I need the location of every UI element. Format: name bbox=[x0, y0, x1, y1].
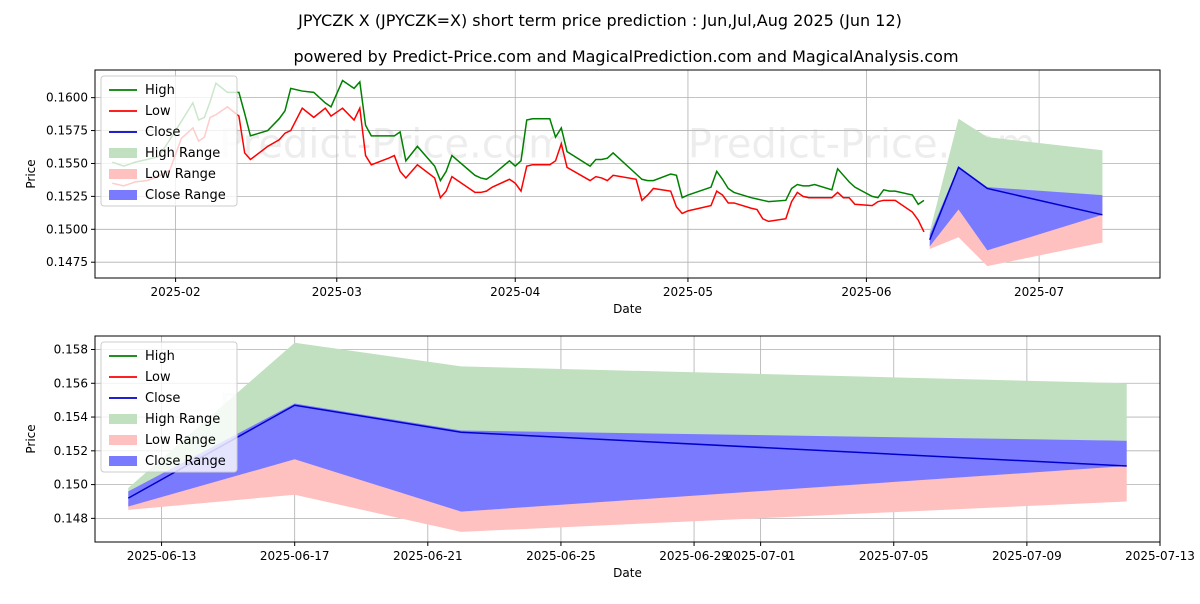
legend-label: Low bbox=[145, 370, 171, 385]
close-range-band bbox=[128, 403, 1127, 512]
x-axis-label: Date bbox=[613, 302, 642, 316]
axes-frame bbox=[94, 335, 1161, 543]
high-range-band bbox=[929, 118, 1103, 239]
x-tick-label: 2025-03 bbox=[312, 285, 362, 299]
axes-frame bbox=[94, 69, 1161, 279]
x-axis-label: Date bbox=[613, 566, 642, 580]
y-tick-label: 0.1550 bbox=[46, 156, 88, 170]
y-tick-label: 0.1475 bbox=[46, 255, 88, 269]
legend-label: High Range bbox=[145, 412, 220, 427]
legend-label: High bbox=[145, 83, 175, 98]
plot-series bbox=[112, 79, 1103, 267]
x-tick-label: 2025-07-13 bbox=[1125, 549, 1195, 563]
x-tick-label: 2025-06-21 bbox=[393, 549, 463, 563]
legend-label: Low bbox=[145, 104, 171, 119]
y-tick-label: 0.158 bbox=[54, 343, 88, 357]
x-tick-label: 2025-06-25 bbox=[526, 549, 596, 563]
legend: High Low Close High Range Low Range Close Ran… bbox=[100, 75, 238, 207]
legend-swatch-patch bbox=[109, 456, 137, 466]
top-chart-panel: Predict-Price.com Predict-Price.com2025-0… bbox=[24, 69, 1161, 316]
y-tick-label: 0.1600 bbox=[46, 91, 88, 105]
x-tick-label: 2025-04 bbox=[490, 285, 540, 299]
legend-label: High Range bbox=[145, 146, 220, 161]
bottom-chart-panel: Predict-Price.comPredict-Price.com2025-0… bbox=[24, 335, 1195, 580]
low-line bbox=[112, 105, 925, 233]
legend-swatch-patch bbox=[109, 169, 137, 179]
y-axis-label: Price bbox=[24, 424, 38, 453]
legend-label: Close Range bbox=[145, 188, 226, 203]
x-tick-label: 2025-07 bbox=[1014, 285, 1064, 299]
x-tick-label: 2025-05 bbox=[663, 285, 713, 299]
legend-swatch-patch bbox=[109, 414, 137, 424]
legend-label: Close bbox=[145, 391, 180, 406]
x-tick-label: 2025-07-09 bbox=[992, 549, 1062, 563]
y-tick-label: 0.154 bbox=[54, 410, 88, 424]
y-tick-label: 0.150 bbox=[54, 478, 88, 492]
legend-label: Low Range bbox=[145, 167, 216, 182]
watermark-text: Predict-Price.com bbox=[219, 121, 567, 167]
plot-series bbox=[127, 342, 1127, 532]
x-tick-label: 2025-06-29 bbox=[659, 549, 729, 563]
x-tick-label: 2025-06-17 bbox=[260, 549, 330, 563]
legend-swatch-patch bbox=[109, 190, 137, 200]
y-tick-label: 0.1575 bbox=[46, 124, 88, 138]
low-range-band bbox=[929, 205, 1103, 267]
high-line bbox=[112, 79, 925, 206]
y-tick-label: 0.1500 bbox=[46, 222, 88, 236]
chart-title: JPYCZK X (JPYCZK=X) short term price pre… bbox=[297, 11, 902, 30]
x-tick-label: 2025-07-01 bbox=[726, 549, 796, 563]
x-tick-label: 2025-02 bbox=[151, 285, 201, 299]
y-tick-label: 0.152 bbox=[54, 444, 88, 458]
legend-label: High bbox=[145, 349, 175, 364]
x-tick-label: 2025-06-13 bbox=[127, 549, 197, 563]
close-line bbox=[929, 166, 1103, 241]
legend-swatch-patch bbox=[109, 148, 137, 158]
legend-label: Low Range bbox=[145, 433, 216, 448]
chart-subtitle: powered by Predict-Price.com and Magical… bbox=[293, 47, 958, 66]
legend-swatch-patch bbox=[109, 435, 137, 445]
y-tick-label: 0.148 bbox=[54, 511, 88, 525]
legend-label: Close bbox=[145, 125, 180, 140]
y-axis-label: Price bbox=[24, 159, 38, 188]
y-tick-label: 0.1525 bbox=[46, 189, 88, 203]
y-tick-label: 0.156 bbox=[54, 376, 88, 390]
close-range-band bbox=[929, 166, 1103, 251]
low-range-band bbox=[128, 454, 1127, 532]
x-tick-label: 2025-07-05 bbox=[859, 549, 929, 563]
high-range-band bbox=[128, 342, 1127, 497]
x-tick-label: 2025-06 bbox=[841, 285, 891, 299]
legend: High Low Close High Range Low Range Close Ran… bbox=[100, 341, 238, 473]
legend-label: Close Range bbox=[145, 454, 226, 469]
